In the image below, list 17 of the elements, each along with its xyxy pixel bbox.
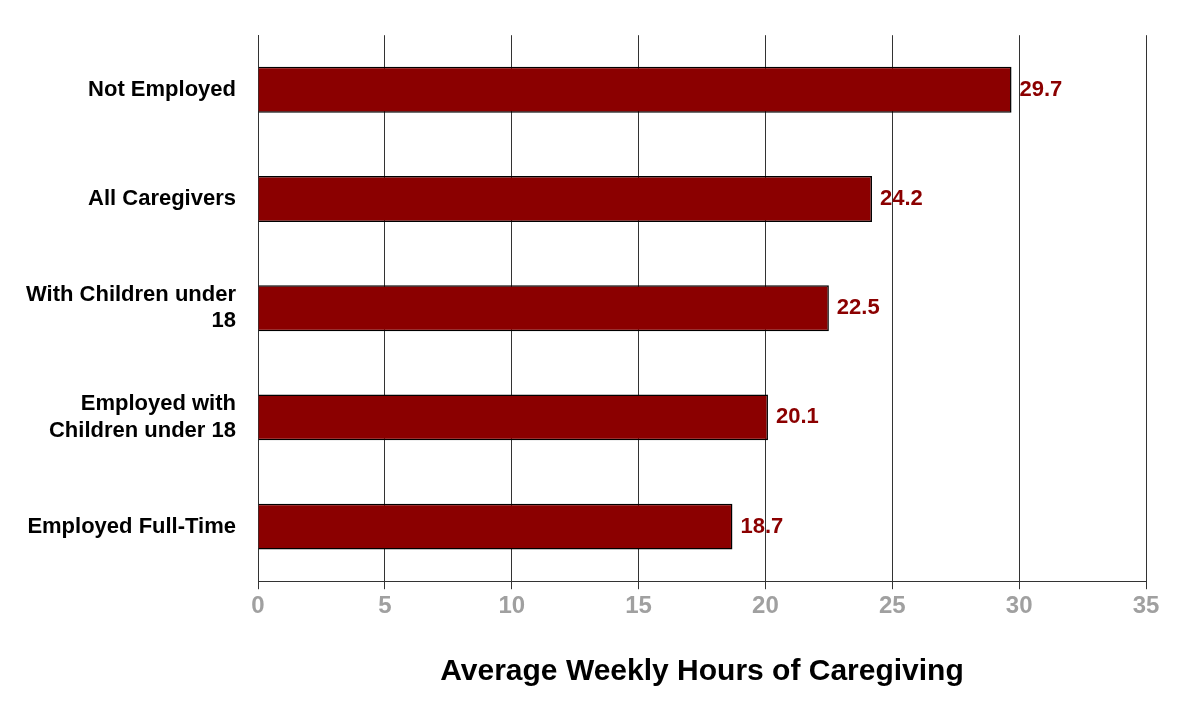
x-tick-label: 10 — [498, 591, 526, 619]
data-label: 20.1 — [775, 403, 819, 429]
x-tick-label: 35 — [1132, 591, 1160, 619]
y-tick-label: Employed Full-Time — [27, 512, 237, 538]
y-tick-label: With Children under 18 — [25, 281, 237, 333]
x-tick-label: 0 — [251, 591, 265, 619]
x-tick-label: 5 — [378, 591, 392, 619]
x-tick-label: 20 — [752, 591, 779, 619]
y-tick-label: All Caregivers — [88, 185, 237, 211]
data-label: 22.5 — [836, 294, 880, 320]
x-axis-title: Average Weekly Hours of Caregiving — [440, 653, 964, 687]
y-tick-label: Not Employed — [88, 75, 237, 101]
data-label: 29.7 — [1019, 75, 1063, 101]
x-tick-label: 15 — [625, 591, 652, 619]
x-tick-label: 30 — [1005, 591, 1033, 619]
x-tick-label: 25 — [878, 591, 906, 619]
y-tick-label: Employed with Children under 18 — [48, 390, 237, 442]
